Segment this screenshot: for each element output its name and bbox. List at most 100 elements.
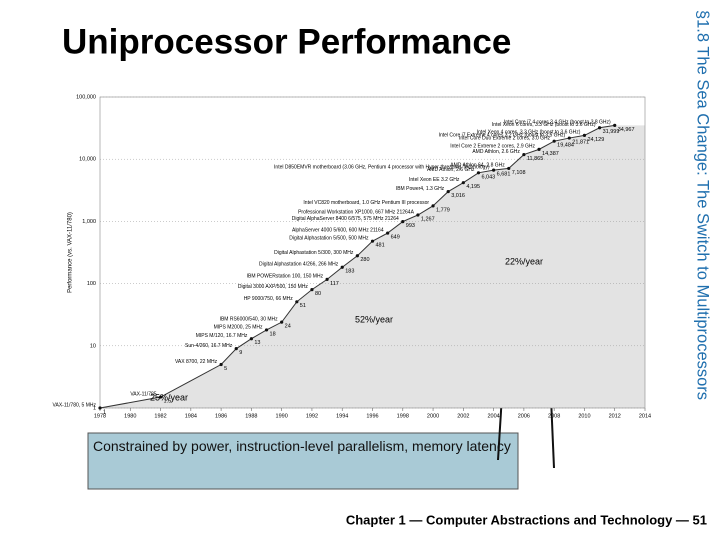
value-label: 9	[239, 350, 242, 356]
data-point	[476, 171, 481, 175]
value-label: 4,195	[466, 184, 480, 190]
y-tick-label: 10,000	[79, 157, 96, 163]
x-tick-label: 1982	[154, 413, 166, 419]
value-label: 21,871	[572, 140, 589, 146]
data-point	[401, 219, 405, 224]
machine-label: VAX 8700, 22 MHz	[175, 359, 218, 365]
y-tick-label: 10	[90, 343, 96, 349]
y-tick-label: 1	[93, 405, 96, 411]
machine-label: Intel Xeon 4 cores, 3.3 GHz (boost to 3.…	[477, 130, 581, 136]
data-point	[295, 300, 299, 304]
data-point	[98, 406, 102, 410]
x-tick-label: 2010	[578, 413, 590, 419]
value-label: 14,387	[542, 151, 559, 157]
value-label: 649	[391, 235, 400, 241]
x-tick-label: 1990	[276, 413, 288, 419]
value-label: 280	[360, 257, 369, 263]
machine-label: Intel Core i7 Extreme 4 cores 3.2 GHz (b…	[439, 132, 566, 138]
side-bar	[685, 0, 720, 410]
data-point	[567, 136, 571, 140]
callout-box	[87, 432, 519, 490]
value-label: 51	[300, 303, 306, 309]
data-point	[310, 288, 314, 292]
data-point	[280, 320, 284, 324]
y-tick-label: 100,000	[76, 94, 96, 100]
machine-label: HP 9000/750, 66 MHz	[244, 296, 294, 302]
data-point	[537, 147, 541, 151]
machine-label: Intel VC820 motherboard, 1.0 GHz Pentium…	[303, 200, 429, 206]
value-label: 80	[315, 291, 321, 297]
x-tick-label: 1996	[366, 413, 378, 419]
machine-label: MIPS M/120, 16.7 MHz	[196, 333, 248, 339]
machine-label: Intel Xeon 6 cores, 3.3 GHz (boost to 3.…	[492, 122, 596, 128]
machine-label: Digital 3000 AXP/500, 150 MHz	[238, 284, 309, 290]
data-point	[264, 328, 269, 332]
data-point	[582, 133, 587, 138]
data-point	[552, 139, 556, 143]
machine-label: Digital Alphastation 5/300, 300 MHz	[274, 250, 354, 256]
callout-text: Constrained by power, instruction-level …	[93, 438, 511, 454]
machine-label: Intel D850EMVR motherboard (3.06 GHz, Pe…	[274, 164, 490, 170]
machine-label: Digital AlphaServer 8400 6/575, 575 MHz …	[292, 216, 399, 222]
data-point	[597, 126, 602, 130]
value-label: 1	[103, 409, 106, 415]
y-tick-label: 100	[87, 281, 96, 287]
machine-label: MIPS M2000, 25 MHz	[214, 324, 263, 330]
footer: Chapter 1 — Computer Abstractions and Te…	[346, 512, 707, 527]
value-label: 993	[406, 223, 415, 229]
x-tick-label: 2008	[548, 413, 560, 419]
machine-label: AMD Athlon 64, 2.8 GHz	[450, 163, 505, 169]
value-label: 481	[376, 243, 385, 249]
machine-label: AMD Athlon, 2.6 GHz	[472, 149, 520, 155]
value-label: 1,779	[436, 207, 450, 213]
data-point	[340, 265, 344, 269]
value-label: 117	[330, 281, 339, 287]
machine-label: AlphaServer 4000 5/600, 600 MHz 21164	[292, 227, 384, 233]
y-axis-label: Performance (vs. VAX-11/780)	[68, 212, 74, 293]
value-label: 183	[345, 269, 354, 275]
value-label: 3,016	[451, 193, 465, 199]
value-label: 13	[254, 340, 260, 346]
machine-label: Digital Alphastation 5/500, 500 MHz	[289, 235, 369, 241]
value-label: 11,865	[527, 156, 543, 162]
x-tick-label: 1986	[215, 413, 227, 419]
data-point	[507, 166, 511, 171]
y-tick-label: 1,000	[82, 219, 96, 225]
value-label: 31,999	[603, 129, 620, 135]
value-label: 34,967	[618, 127, 635, 133]
machine-label: Intel Core i7 4 cores 3.4 GHz (boost to …	[504, 120, 611, 126]
machine-label: AMD Athlon, 2.6 GHz	[427, 167, 475, 173]
x-tick-label: 1980	[124, 413, 136, 419]
value-label: 6,043	[481, 174, 495, 180]
data-point	[219, 362, 223, 367]
x-tick-label: 1988	[245, 413, 257, 419]
machine-label: Professional Workstation XP1000, 667 MHz…	[298, 209, 414, 215]
value-label: 6,681	[497, 172, 511, 178]
data-point	[158, 395, 163, 399]
callout-wrap: Constrained by power, instruction-level …	[93, 438, 511, 454]
value-label: 7,108	[512, 170, 526, 176]
machine-label: Digital Alphastation 4/266, 266 MHz	[259, 262, 339, 268]
machine-label: Sun-4/260, 16.7 MHz	[185, 343, 233, 349]
growth-rate: 52%/year	[355, 314, 393, 324]
x-tick-label: 2004	[487, 413, 499, 419]
data-point	[370, 239, 375, 243]
machine-label: Intel Xeon EE 3.2 GHz	[409, 177, 460, 183]
machine-label: Intel Core Duo Extreme 2 cores, 3.0 GHz	[459, 136, 551, 142]
x-tick-label: 1994	[336, 413, 348, 419]
x-tick-label: 1998	[397, 413, 409, 419]
x-tick-label: 2012	[609, 413, 621, 419]
x-tick-label: 2000	[427, 413, 439, 419]
x-tick-label: 2002	[457, 413, 469, 419]
growth-rate: 25%/year	[150, 392, 188, 402]
side-label: §1.8 The Sea Change: The Switch to Multi…	[694, 10, 712, 400]
value-label: 24,129	[587, 137, 604, 143]
value-label: 5	[224, 366, 227, 372]
machine-label: IBM POWERstation 100, 150 MHz	[247, 274, 324, 280]
area	[100, 125, 645, 408]
data-point	[461, 181, 465, 185]
data-point	[431, 204, 435, 208]
data-point	[492, 168, 496, 172]
